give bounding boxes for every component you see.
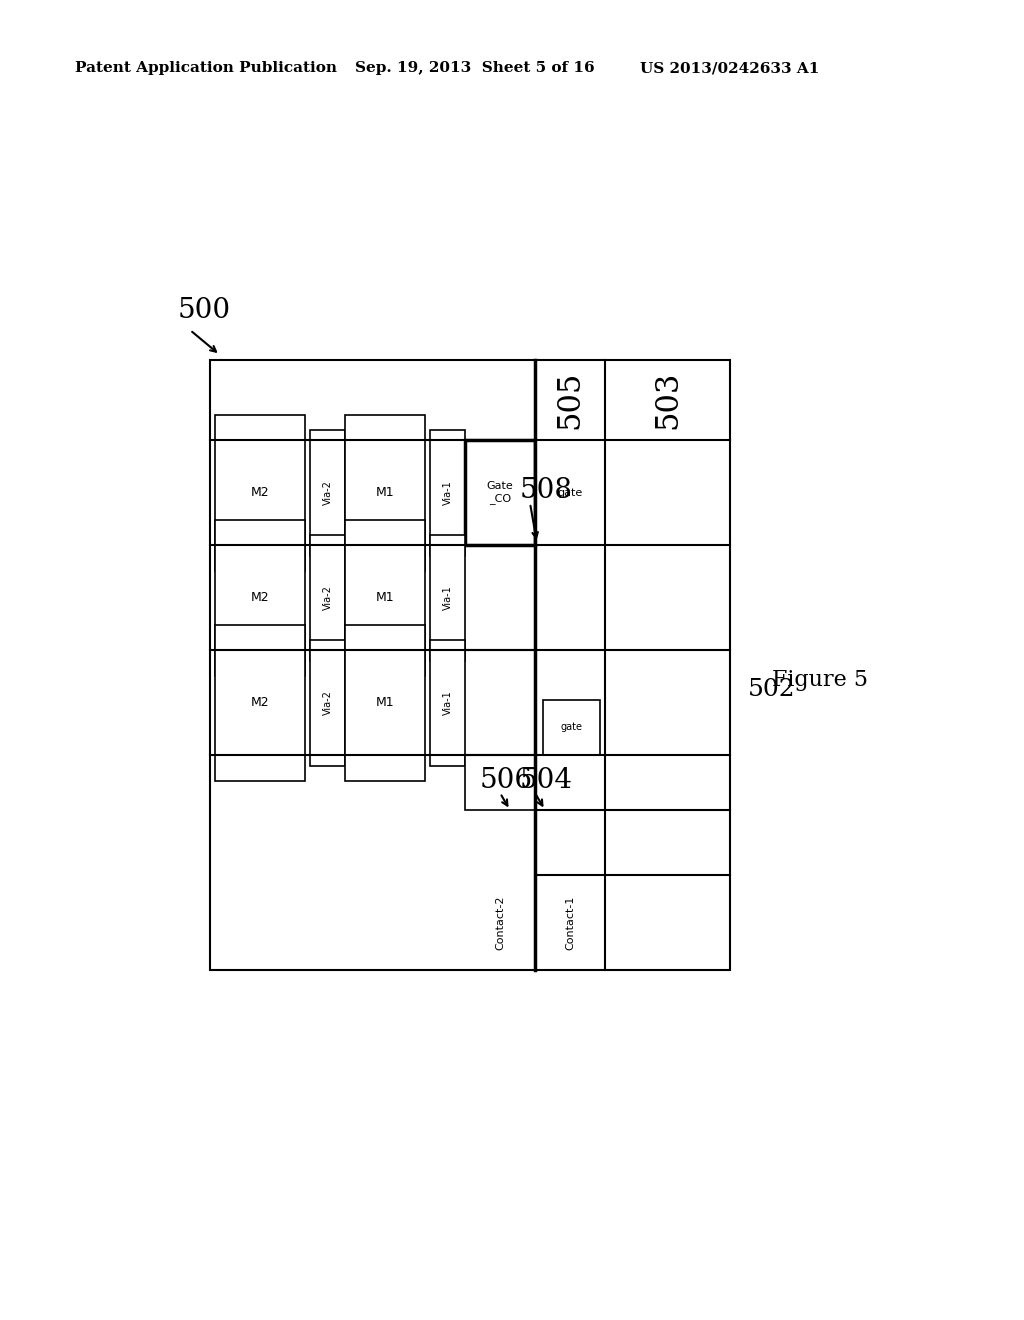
Text: Contact-1: Contact-1	[565, 895, 575, 949]
Bar	[430, 535, 465, 660]
Bar	[465, 755, 535, 810]
Text: Sep. 19, 2013  Sheet 5 of 16: Sep. 19, 2013 Sheet 5 of 16	[355, 61, 595, 75]
Bar	[215, 520, 305, 676]
Text: M2: M2	[251, 486, 269, 499]
Text: 508: 508	[520, 477, 573, 503]
Text: Via-2: Via-2	[323, 585, 333, 610]
Text: 500: 500	[178, 297, 231, 323]
Text: Figure 5: Figure 5	[772, 669, 868, 690]
Text: 504: 504	[520, 767, 573, 793]
Bar	[310, 639, 345, 766]
Bar	[465, 440, 535, 545]
Text: Patent Application Publication: Patent Application Publication	[75, 61, 337, 75]
Text: M1: M1	[376, 591, 394, 605]
Text: 505: 505	[555, 371, 586, 429]
Bar	[215, 414, 305, 570]
Text: Contact-2: Contact-2	[495, 895, 505, 950]
Text: M2: M2	[251, 591, 269, 605]
Text: Via-2: Via-2	[323, 480, 333, 506]
Bar	[345, 414, 425, 570]
Bar	[215, 624, 305, 780]
Bar	[345, 624, 425, 780]
Bar	[430, 639, 465, 766]
Text: Via-1: Via-1	[442, 690, 453, 715]
Bar	[345, 520, 425, 676]
Text: 503: 503	[652, 371, 683, 429]
Text: Via-1: Via-1	[442, 480, 453, 504]
Text: gate: gate	[560, 722, 583, 733]
Bar	[310, 429, 345, 556]
Text: Gate
_CO: Gate _CO	[486, 482, 513, 504]
Bar	[310, 535, 345, 660]
Bar	[430, 429, 465, 556]
Text: 506: 506	[480, 767, 534, 793]
Text: M1: M1	[376, 696, 394, 709]
Text: Via-2: Via-2	[323, 690, 333, 715]
Bar	[543, 700, 600, 755]
Text: gate: gate	[557, 487, 583, 498]
Text: Via-1: Via-1	[442, 585, 453, 610]
Text: US 2013/0242633 A1: US 2013/0242633 A1	[640, 61, 819, 75]
Text: 502: 502	[748, 678, 796, 701]
Text: M2: M2	[251, 696, 269, 709]
Bar	[210, 360, 730, 970]
Text: M1: M1	[376, 486, 394, 499]
Bar	[535, 440, 605, 545]
